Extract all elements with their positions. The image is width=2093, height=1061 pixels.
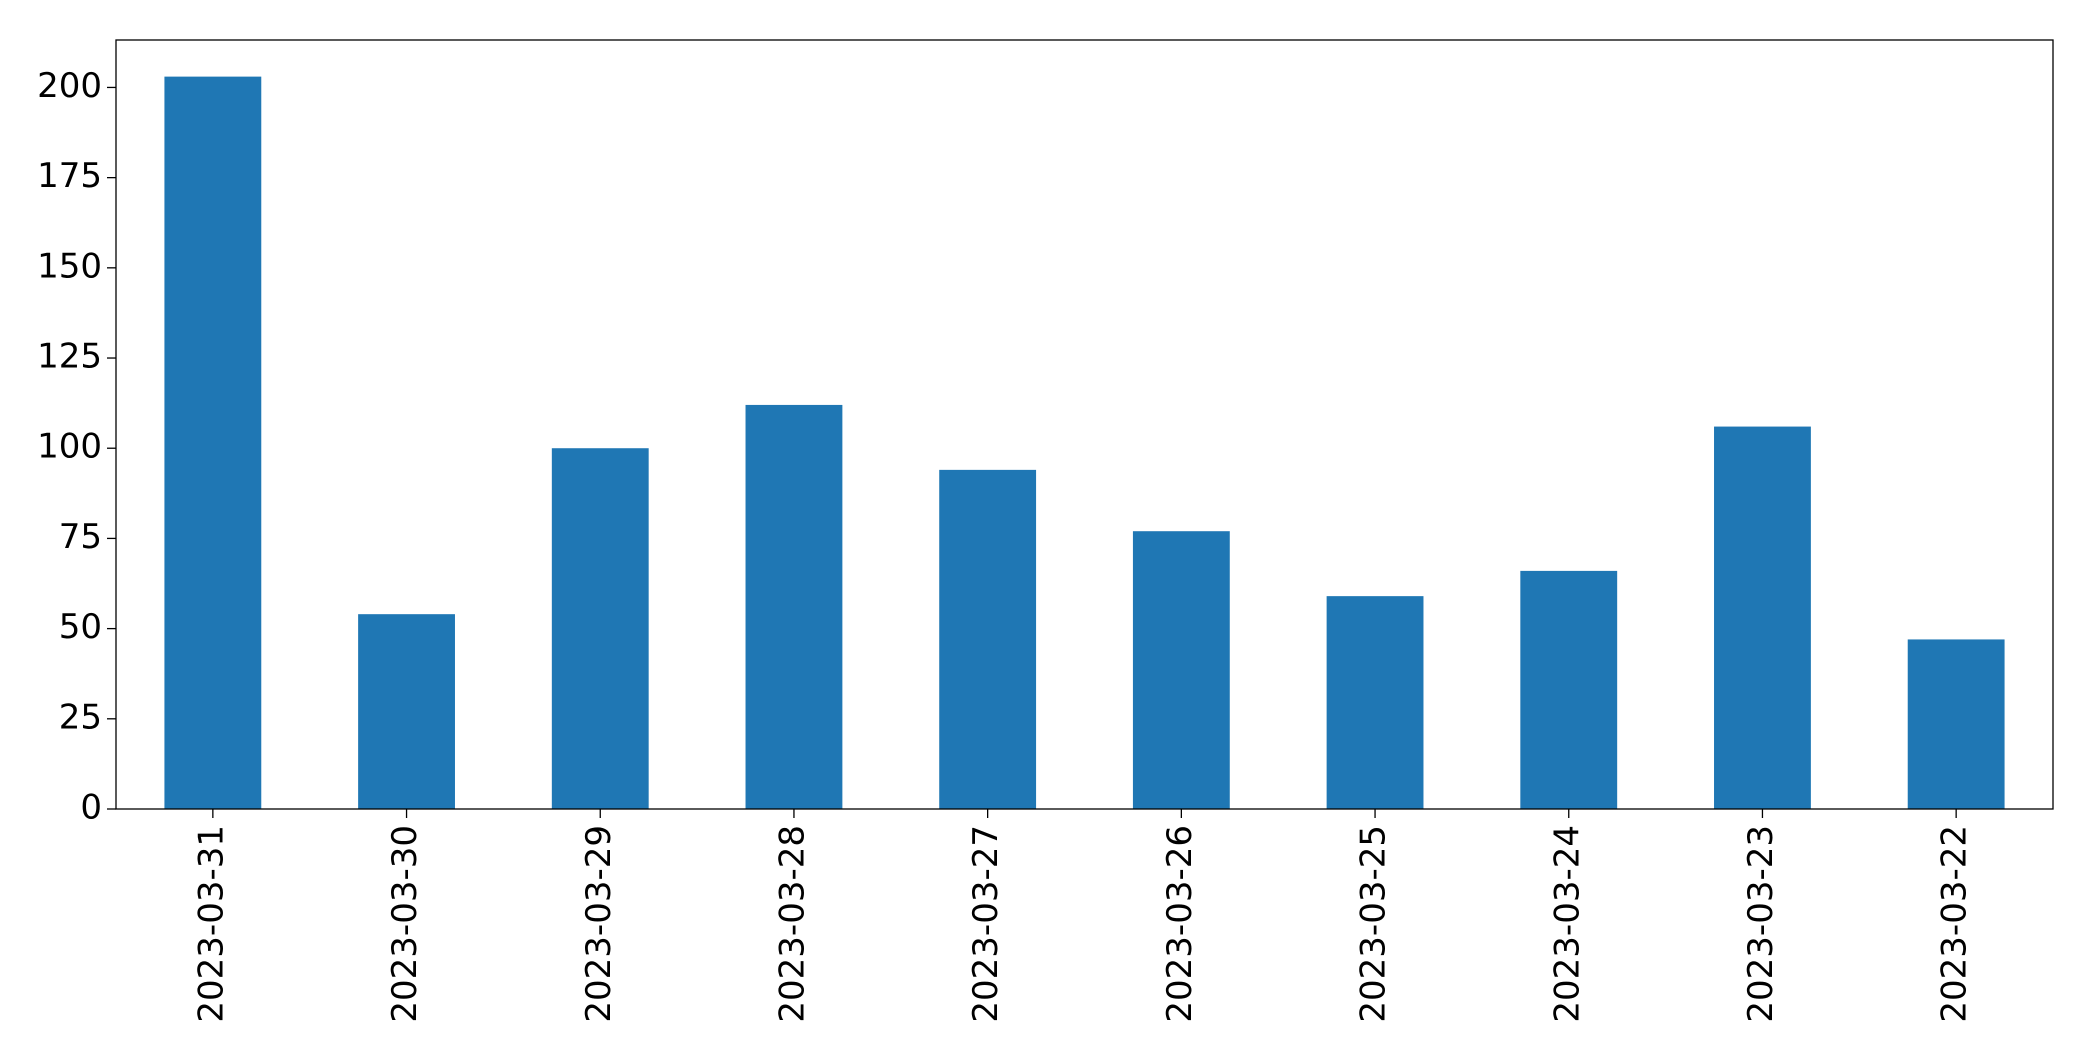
y-tick-label: 0 bbox=[80, 788, 102, 828]
x-tick-label: 2023-03-26 bbox=[1160, 825, 1200, 1023]
y-tick-label: 100 bbox=[37, 427, 102, 467]
bar bbox=[551, 448, 649, 809]
plot-frame bbox=[115, 39, 2054, 810]
x-tick-label: 2023-03-23 bbox=[1741, 825, 1781, 1023]
bar bbox=[745, 404, 843, 809]
bar bbox=[1907, 639, 2005, 809]
bar bbox=[1326, 596, 1424, 809]
x-tick-label: 2023-03-24 bbox=[1547, 825, 1587, 1023]
y-tick-label: 200 bbox=[37, 66, 102, 106]
y-tick-label: 75 bbox=[59, 517, 102, 557]
x-tick-label: 2023-03-30 bbox=[385, 825, 425, 1023]
y-tick-label: 150 bbox=[37, 246, 102, 286]
y-tick-label: 25 bbox=[59, 697, 102, 737]
bar bbox=[939, 469, 1037, 809]
x-tick-label: 2023-03-31 bbox=[191, 825, 231, 1023]
y-tick-label: 50 bbox=[59, 607, 102, 647]
y-tick-label: 125 bbox=[37, 337, 102, 377]
x-tick-label: 2023-03-28 bbox=[772, 825, 812, 1023]
x-tick-label: 2023-03-29 bbox=[579, 825, 619, 1023]
bar bbox=[164, 76, 262, 810]
bar bbox=[1520, 570, 1618, 809]
y-tick-label: 175 bbox=[37, 156, 102, 196]
x-tick-label: 2023-03-25 bbox=[1354, 825, 1394, 1023]
bar bbox=[358, 614, 455, 809]
x-tick-label: 2023-03-22 bbox=[1935, 825, 1975, 1023]
bar bbox=[1714, 426, 1811, 809]
x-tick-label: 2023-03-27 bbox=[966, 825, 1006, 1023]
bar bbox=[1132, 531, 1230, 809]
